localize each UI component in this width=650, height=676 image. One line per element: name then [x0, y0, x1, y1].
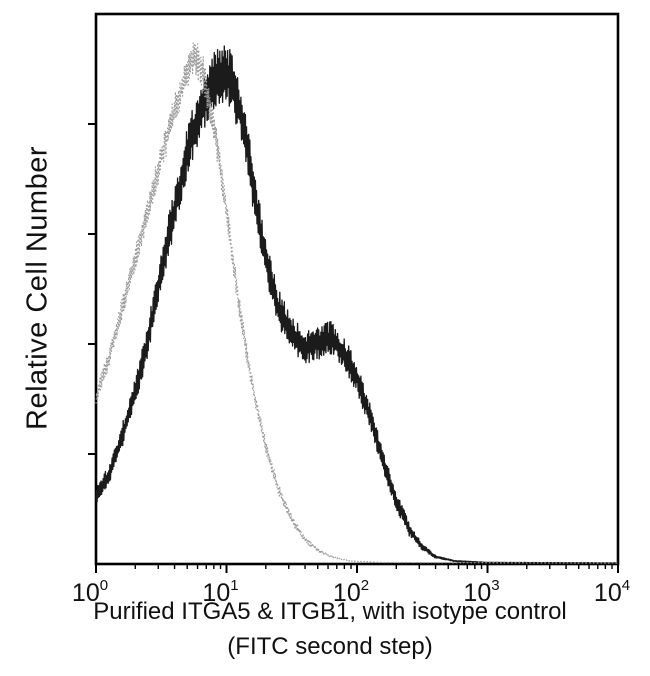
isotype-control-curve — [95, 42, 619, 564]
x-tick-label: 101 — [202, 577, 238, 607]
x-tick-label: 102 — [333, 577, 369, 607]
x-axis-caption-line2: (FITC second step) — [227, 633, 433, 660]
sample-curve — [95, 45, 619, 564]
x-axis-caption-line1: Purified ITGA5 & ITGB1, with isotype con… — [93, 598, 567, 625]
x-tick-label: 103 — [463, 577, 499, 607]
plot-frame — [94, 12, 620, 566]
y-axis-label: Relative Cell Number — [21, 146, 54, 430]
x-tick-label: 104 — [594, 577, 630, 607]
x-tick-label: 100 — [72, 577, 108, 607]
